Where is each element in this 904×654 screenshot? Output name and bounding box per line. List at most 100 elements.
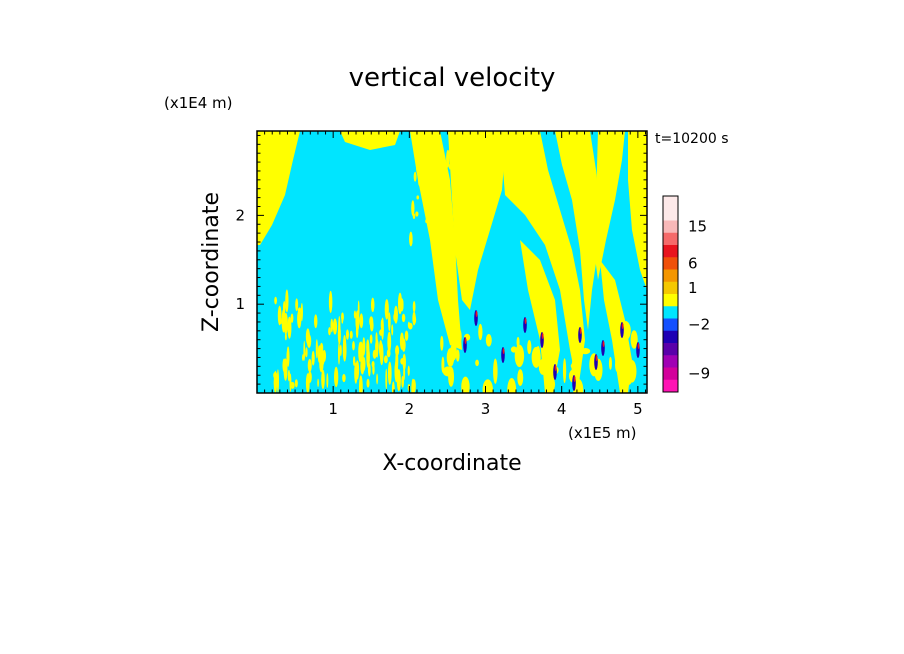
convective-cell-core bbox=[541, 333, 544, 339]
field-streak bbox=[282, 358, 286, 373]
field-region bbox=[600, 260, 632, 393]
y-tick-label: 2 bbox=[235, 206, 245, 224]
y-tick-label: 1 bbox=[235, 295, 245, 313]
field-streak bbox=[448, 163, 452, 170]
field-streak bbox=[387, 361, 392, 385]
field-streak bbox=[341, 317, 344, 324]
field-streak bbox=[458, 174, 463, 187]
field-streak bbox=[339, 344, 342, 357]
colorbar-swatch bbox=[663, 281, 678, 295]
field-streak bbox=[319, 348, 324, 366]
field-streak bbox=[388, 312, 391, 332]
field-streak bbox=[608, 356, 612, 370]
field-streak bbox=[400, 298, 404, 312]
field-streak bbox=[516, 336, 520, 348]
convective-cell-core bbox=[475, 311, 478, 317]
colorbar-swatch bbox=[663, 208, 678, 221]
field-streak bbox=[360, 358, 365, 375]
chart-title: vertical velocity bbox=[349, 63, 556, 93]
field-streak bbox=[306, 334, 312, 348]
field-streak bbox=[454, 327, 458, 345]
field-streak bbox=[287, 369, 291, 382]
colorbar-label: 6 bbox=[688, 254, 698, 272]
field-streak bbox=[286, 349, 290, 365]
field-streak bbox=[454, 155, 459, 170]
field-streak bbox=[401, 313, 406, 323]
convective-cell-core bbox=[637, 343, 640, 349]
field-streak bbox=[366, 345, 370, 368]
field-streak bbox=[393, 305, 398, 324]
field-streak bbox=[571, 356, 578, 380]
field-streak bbox=[418, 176, 422, 187]
field-streak bbox=[420, 164, 424, 175]
convective-cell-core bbox=[524, 318, 527, 324]
field-streak bbox=[391, 381, 395, 393]
field-streak bbox=[352, 341, 355, 351]
field-streak bbox=[527, 340, 532, 355]
field-streak bbox=[452, 194, 456, 209]
field-streak bbox=[314, 314, 318, 329]
field-streak bbox=[517, 369, 524, 387]
colorbar-swatch bbox=[663, 220, 678, 234]
field-streak bbox=[305, 347, 308, 358]
field-streak bbox=[387, 331, 392, 353]
field-streak bbox=[433, 211, 436, 220]
field-streak bbox=[370, 297, 375, 313]
field-streak bbox=[273, 371, 278, 379]
field-streak bbox=[315, 339, 318, 359]
field-streak bbox=[485, 333, 492, 347]
field-streak bbox=[274, 296, 277, 305]
colorbar-swatch bbox=[663, 257, 678, 270]
minor-ticks bbox=[256, 131, 647, 394]
field-streak bbox=[618, 349, 625, 357]
field-streak bbox=[478, 323, 483, 341]
y-axis-label: Z-coordinate bbox=[199, 192, 224, 332]
field-streak bbox=[458, 135, 462, 150]
field-streak bbox=[580, 347, 591, 355]
field-streak bbox=[372, 364, 375, 375]
field-streak bbox=[285, 289, 289, 313]
field-streak bbox=[379, 343, 384, 366]
field-streak bbox=[423, 162, 427, 177]
field-streak bbox=[573, 339, 577, 346]
field-streak bbox=[416, 160, 419, 174]
field-streak bbox=[461, 212, 465, 229]
time-label: t=10200 s bbox=[655, 131, 729, 147]
field-streak bbox=[375, 341, 378, 358]
colorbar-swatch bbox=[663, 294, 678, 307]
field-streak bbox=[407, 365, 410, 376]
convective-cell-core bbox=[621, 323, 624, 329]
convective-cell-core bbox=[573, 376, 576, 382]
field-streak bbox=[284, 332, 287, 341]
convective-cell-core bbox=[554, 365, 557, 371]
field-streak bbox=[376, 373, 378, 385]
field-streak bbox=[342, 335, 347, 355]
field-streak bbox=[466, 146, 469, 151]
field-streak bbox=[369, 319, 374, 332]
field-streak bbox=[330, 318, 334, 333]
colorbar-swatch bbox=[663, 355, 678, 368]
convective-cell-core bbox=[579, 328, 582, 334]
field-streak bbox=[366, 378, 370, 388]
field-streak bbox=[545, 347, 554, 363]
field-streak bbox=[358, 375, 363, 393]
field-streak bbox=[328, 327, 331, 336]
convective-cell-core bbox=[602, 341, 605, 347]
field-streak bbox=[411, 378, 415, 393]
field-streak bbox=[283, 312, 288, 335]
x-axis-ticks: 1 2 3 4 5 bbox=[328, 400, 642, 418]
colorbar-swatch bbox=[663, 245, 678, 258]
field-streak bbox=[337, 324, 341, 345]
field-streak bbox=[401, 375, 405, 388]
field-streak bbox=[425, 181, 429, 196]
field-streak bbox=[383, 355, 388, 364]
field-streak bbox=[328, 290, 333, 314]
colorbar: 15 6 1 −2 −9 bbox=[662, 195, 710, 393]
field-region bbox=[257, 131, 300, 245]
plot-frame bbox=[256, 130, 648, 394]
field-streak bbox=[538, 358, 547, 375]
convective-cell-core bbox=[502, 348, 505, 354]
field-streak bbox=[352, 356, 356, 367]
